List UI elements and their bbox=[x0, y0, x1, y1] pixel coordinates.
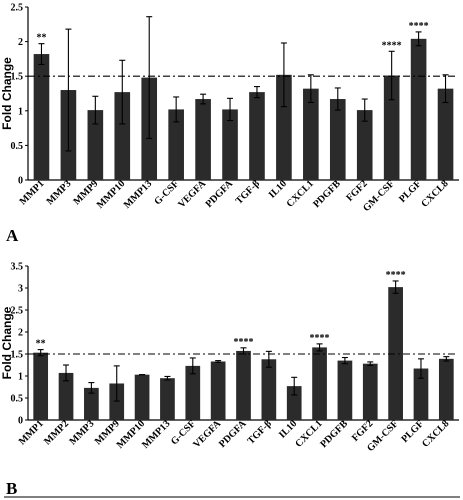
bar-vegfa bbox=[210, 361, 226, 420]
x-tick-label: MMP3 bbox=[45, 178, 74, 207]
bar-fgf2 bbox=[356, 110, 373, 180]
bar-cxcl8 bbox=[438, 358, 454, 420]
y-tick-label: 1 bbox=[18, 106, 23, 117]
y-tick-label: 2 bbox=[18, 37, 23, 48]
y-tick-label: 1.5 bbox=[11, 350, 24, 361]
bar-gm-csf bbox=[388, 287, 403, 420]
bar-mmp9 bbox=[87, 110, 104, 180]
x-tick-label: PDGFB bbox=[311, 178, 343, 210]
x-tick-label: TGF-β bbox=[246, 418, 274, 446]
y-tick-label: 0.5 bbox=[11, 141, 24, 152]
bar-pdgfa bbox=[236, 350, 251, 420]
bar-g-csf bbox=[185, 365, 201, 420]
bar-pdgfa bbox=[222, 109, 238, 180]
bar-il10 bbox=[286, 386, 302, 420]
bar-fgf2 bbox=[362, 363, 378, 420]
y-tick-label: 2 bbox=[18, 328, 23, 339]
bar-vegfa bbox=[195, 99, 211, 180]
significance-label: ** bbox=[36, 33, 46, 44]
bar-tgf- bbox=[249, 92, 265, 180]
y-tick-label: 0.5 bbox=[11, 394, 24, 405]
x-tick-label: PDGFA bbox=[204, 178, 236, 210]
significance-label: **** bbox=[409, 21, 429, 32]
bar-pdgfb bbox=[329, 99, 346, 180]
bar-mmp9 bbox=[109, 383, 125, 420]
bar-mmp10 bbox=[114, 92, 131, 180]
bar-cxcl8 bbox=[437, 88, 454, 180]
y-tick-label: 1.5 bbox=[11, 72, 24, 83]
x-tick-label: TGF-β bbox=[234, 178, 262, 206]
bar-mmp13 bbox=[160, 378, 175, 420]
panel-label: B bbox=[6, 479, 17, 498]
bar-mmp2 bbox=[58, 372, 74, 420]
significance-label: **** bbox=[234, 337, 254, 348]
significance-label: **** bbox=[386, 270, 406, 281]
bar-tgf- bbox=[261, 359, 277, 420]
bar-plgf bbox=[410, 38, 427, 180]
x-tick-label: IL10 bbox=[277, 418, 299, 440]
bar-cxcl1 bbox=[312, 347, 327, 420]
bar-mmp10 bbox=[134, 374, 150, 420]
y-tick-label: 2.5 bbox=[11, 306, 24, 317]
bar-cxcl1 bbox=[303, 88, 319, 180]
x-tick-label: PDGFA bbox=[217, 418, 249, 450]
panel-label: A bbox=[6, 226, 19, 245]
x-tick-label: MMP2 bbox=[42, 418, 71, 447]
y-tick-label: 0 bbox=[18, 176, 23, 187]
bar-mmp3 bbox=[84, 387, 99, 420]
y-axis-label: Fold Change bbox=[0, 57, 14, 130]
y-tick-label: 2.5 bbox=[11, 3, 24, 14]
x-tick-label: CXCL8 bbox=[420, 418, 451, 449]
significance-label: ** bbox=[36, 339, 46, 350]
x-tick-label: PDGFB bbox=[318, 418, 350, 450]
significance-label: **** bbox=[310, 333, 330, 344]
x-tick-label: MMP13 bbox=[140, 418, 173, 451]
bar-g-csf bbox=[168, 109, 184, 180]
y-tick-label: 3 bbox=[18, 284, 23, 295]
x-tick-label: MMP3 bbox=[68, 418, 97, 447]
significance-label: **** bbox=[382, 40, 402, 51]
bar-mmp1 bbox=[33, 352, 49, 420]
x-tick-label: MMP10 bbox=[95, 178, 128, 211]
x-tick-label: CXCL1 bbox=[285, 178, 316, 209]
x-tick-label: VEGFA bbox=[176, 178, 209, 211]
x-tick-label: IL10 bbox=[267, 178, 289, 200]
bar-mmp1 bbox=[33, 54, 50, 180]
bar-plgf bbox=[413, 368, 429, 420]
y-tick-label: 1 bbox=[18, 372, 23, 383]
bar-pdgfb bbox=[337, 360, 353, 420]
bar-il10 bbox=[276, 74, 292, 180]
y-tick-label: 3.5 bbox=[11, 262, 24, 273]
bar-gm-csf bbox=[383, 75, 400, 180]
x-tick-label: MMP13 bbox=[122, 178, 155, 211]
x-tick-label: CXCL8 bbox=[419, 178, 450, 209]
y-axis-label: Fold Change bbox=[0, 306, 14, 379]
y-tick-label: 0 bbox=[18, 416, 23, 427]
